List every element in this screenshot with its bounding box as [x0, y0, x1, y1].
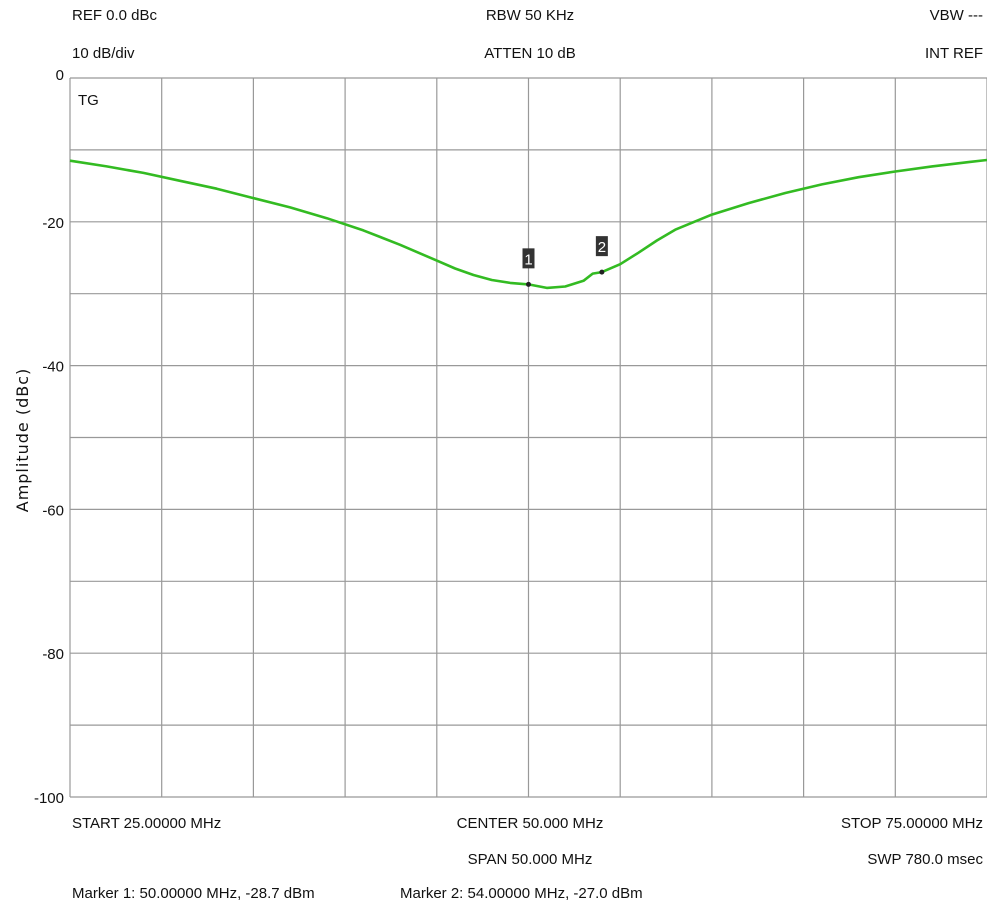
y-tick-label: -40 — [42, 359, 64, 376]
stop-freq-label: STOP 75.00000 MHz — [840, 815, 983, 832]
scale-label: 10 dB/div — [72, 45, 135, 62]
marker-layer: 12 — [522, 236, 608, 287]
marker-1-label: 1 — [524, 251, 532, 268]
marker-2-label: 2 — [598, 239, 606, 256]
int-ref-label: INT REF — [924, 45, 983, 62]
sweep-time-label: SWP 780.0 msec — [867, 851, 983, 868]
marker-2-point — [599, 269, 605, 275]
start-freq-label: START 25.00000 MHz — [72, 815, 222, 832]
ref-level-label: REF 0.0 dBc — [72, 7, 158, 24]
y-axis-title: Amplitude (dBc) — [13, 368, 32, 513]
marker-1-point — [526, 281, 531, 287]
atten-label: ATTEN 10 dB — [484, 45, 576, 62]
span-label: SPAN 50.000 MHz — [467, 851, 593, 868]
y-tick-label: -60 — [42, 502, 64, 519]
center-freq-label: CENTER 50.000 MHz — [456, 815, 604, 832]
marker2-readout: Marker 2: 54.00000 MHz, -27.0 dBm — [400, 885, 643, 902]
y-tick-labels: 0 -20 -40 -60 -80 -100 — [34, 67, 64, 807]
marker1-readout: Marker 1: 50.00000 MHz, -28.7 dBm — [72, 885, 315, 902]
trace-tg-label: TG — [78, 92, 99, 109]
trace-line — [69, 158, 987, 290]
marker-1-box — [522, 248, 535, 269]
vbw-label: VBW --- — [929, 7, 983, 24]
y-tick-label: 0 — [56, 67, 64, 84]
trace-layer — [69, 158, 987, 290]
rbw-label: RBW 50 KHz — [485, 7, 575, 24]
marker-2-box — [595, 236, 608, 257]
y-tick-label: -100 — [34, 790, 64, 807]
y-tick-label: -80 — [42, 646, 64, 663]
y-tick-label: -20 — [42, 215, 64, 232]
chart-grid — [69, 77, 987, 798]
